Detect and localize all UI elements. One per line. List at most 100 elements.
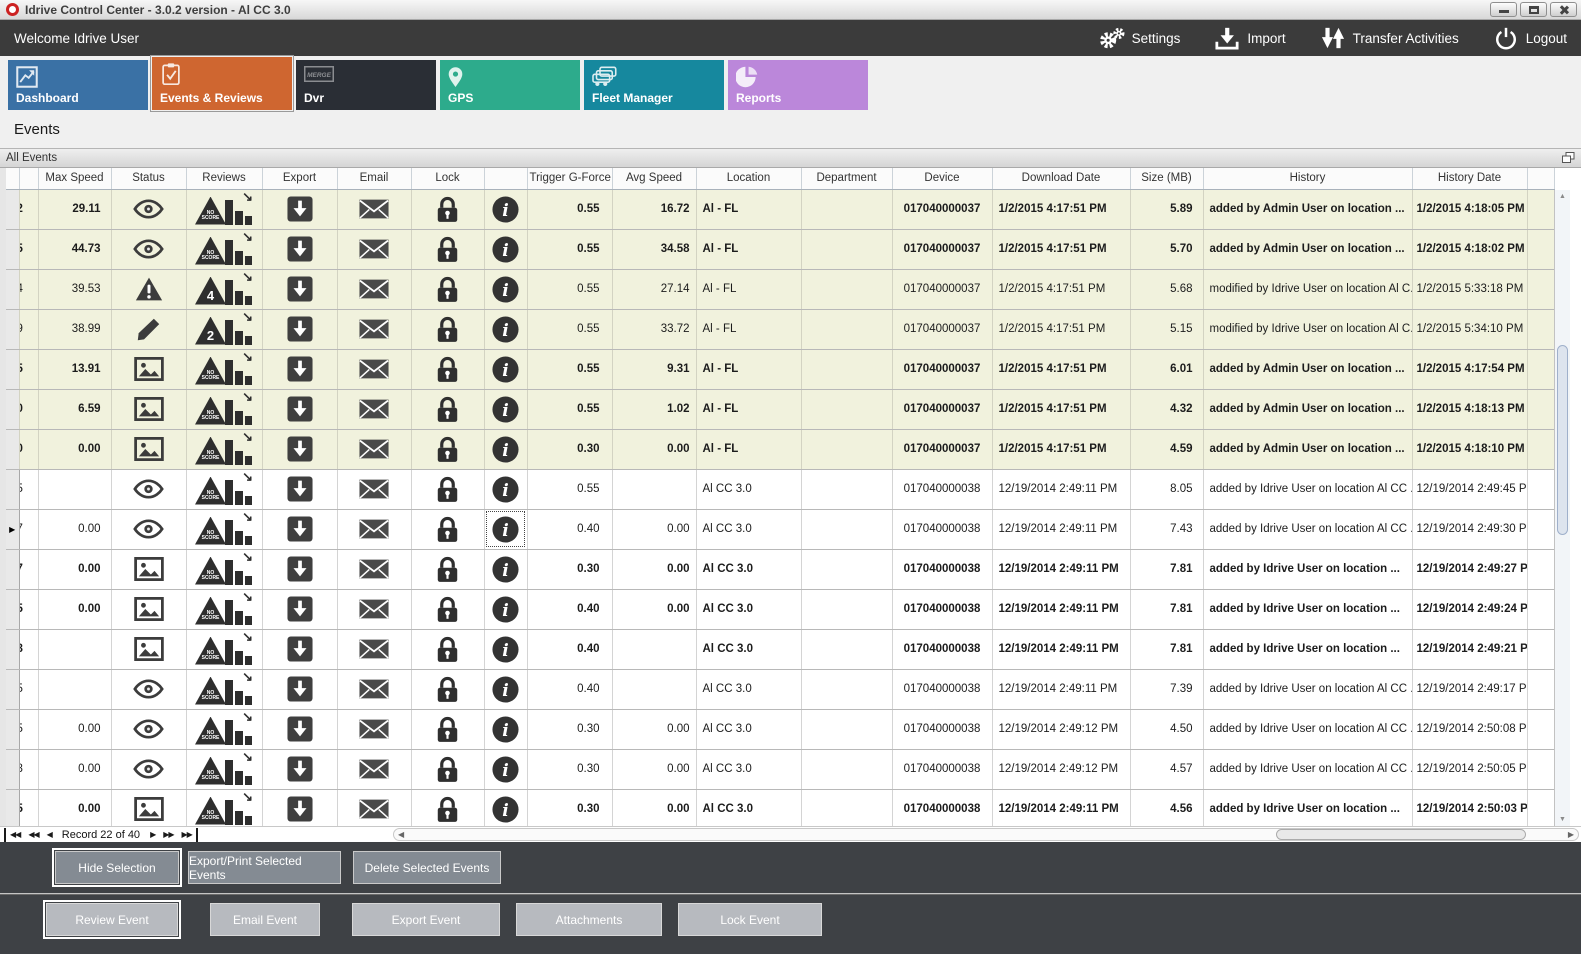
column-header-col-8[interactable] [484, 168, 528, 190]
export-cell[interactable] [262, 269, 338, 310]
history-cell[interactable]: added by Idrive User on location Al CC .… [1203, 669, 1413, 710]
download-date-cell[interactable]: 12/19/2014 2:49:11 PM [992, 509, 1131, 550]
location-cell[interactable]: Al - FL [696, 349, 802, 390]
info-cell[interactable] [484, 589, 528, 630]
column-header-history[interactable]: History [1203, 168, 1413, 190]
email-cell[interactable] [337, 349, 412, 390]
export-cell[interactable] [262, 349, 338, 390]
download-date-cell[interactable]: 1/2/2015 4:17:51 PM [992, 229, 1131, 270]
download-date-cell[interactable]: 1/2/2015 4:17:51 PM [992, 389, 1131, 430]
max-speed-cell[interactable] [38, 629, 112, 670]
event-id-cell[interactable]: 8 [19, 629, 39, 670]
history-cell[interactable]: added by Admin User on location ... [1203, 189, 1413, 230]
trigger-gforce-cell[interactable]: 0.30 [527, 789, 613, 826]
filler-cell[interactable] [1527, 429, 1555, 470]
history-date-cell[interactable]: 1/2/2015 5:34:10 PM [1412, 309, 1528, 350]
history-date-cell[interactable]: 1/2/2015 5:33:18 PM [1412, 269, 1528, 310]
download-date-cell[interactable]: 1/2/2015 4:17:51 PM [992, 309, 1131, 350]
event-id-cell[interactable]: 5 [19, 709, 39, 750]
column-header-col-0[interactable] [6, 168, 20, 190]
column-header-email[interactable]: Email [337, 168, 412, 190]
department-cell[interactable] [801, 349, 893, 390]
tab-gps[interactable]: GPS [440, 60, 580, 110]
minimize-button[interactable] [1490, 2, 1517, 17]
avg-speed-cell[interactable]: 0.00 [612, 549, 697, 590]
max-speed-cell[interactable]: 6.59 [38, 389, 112, 430]
next-page-button[interactable]: ▶▶ [163, 829, 174, 839]
trigger-gforce-cell[interactable]: 0.55 [527, 389, 613, 430]
email-cell[interactable] [337, 429, 412, 470]
filler-cell[interactable] [1527, 349, 1555, 390]
status-cell[interactable] [111, 349, 187, 390]
close-button[interactable] [1550, 2, 1577, 17]
location-cell[interactable]: Al CC 3.0 [696, 749, 802, 790]
location-cell[interactable]: Al CC 3.0 [696, 789, 802, 826]
history-date-cell[interactable]: 12/19/2014 2:49:30 PM [1412, 509, 1528, 550]
export-cell[interactable] [262, 429, 338, 470]
info-cell[interactable] [484, 629, 528, 670]
lock-event-button[interactable]: Lock Event [678, 903, 822, 936]
reviews-cell[interactable]: NO SCORE ↘ [186, 749, 263, 790]
department-cell[interactable] [801, 309, 893, 350]
trigger-gforce-cell[interactable]: 0.40 [527, 589, 613, 630]
event-id-cell[interactable]: 5 [19, 349, 39, 390]
row-header-cell[interactable]: ▶ [6, 509, 20, 550]
row-header-cell[interactable] [6, 469, 20, 510]
size-cell[interactable]: 7.43 [1130, 509, 1204, 550]
lock-cell[interactable] [411, 709, 485, 750]
export-cell[interactable] [262, 709, 338, 750]
email-cell[interactable] [337, 509, 412, 550]
max-speed-cell[interactable]: 38.99 [38, 309, 112, 350]
size-cell[interactable]: 4.32 [1130, 389, 1204, 430]
row-header-cell[interactable] [6, 189, 20, 230]
department-cell[interactable] [801, 789, 893, 826]
event-id-cell[interactable]: 5 [19, 589, 39, 630]
reviews-cell[interactable]: 4 ↘ [186, 269, 263, 310]
event-id-cell[interactable]: 5 [19, 469, 39, 510]
tab-dvr[interactable]: Dvr [296, 60, 436, 110]
max-speed-cell[interactable]: 0.00 [38, 509, 112, 550]
reviews-cell[interactable]: NO SCORE ↘ [186, 429, 263, 470]
row-header-cell[interactable] [6, 389, 20, 430]
size-cell[interactable]: 7.81 [1130, 629, 1204, 670]
size-cell[interactable]: 6.01 [1130, 349, 1204, 390]
device-cell[interactable]: 017040000038 [892, 589, 993, 630]
status-cell[interactable] [111, 789, 187, 826]
event-id-cell[interactable]: 5 [19, 229, 39, 270]
status-cell[interactable] [111, 429, 187, 470]
email-cell[interactable] [337, 269, 412, 310]
reviews-cell[interactable]: NO SCORE ↘ [186, 229, 263, 270]
filler-cell[interactable] [1527, 669, 1555, 710]
history-cell[interactable]: added by Idrive User on location ... [1203, 549, 1413, 590]
max-speed-cell[interactable]: 0.00 [38, 549, 112, 590]
column-header-download-date[interactable]: Download Date [992, 168, 1131, 190]
tab-fleet-manager[interactable]: Fleet Manager [584, 60, 724, 110]
max-speed-cell[interactable]: 44.73 [38, 229, 112, 270]
download-date-cell[interactable]: 12/19/2014 2:49:11 PM [992, 669, 1131, 710]
lock-cell[interactable] [411, 549, 485, 590]
reviews-cell[interactable]: NO SCORE ↘ [186, 389, 263, 430]
size-cell[interactable]: 8.05 [1130, 469, 1204, 510]
export-cell[interactable] [262, 189, 338, 230]
vertical-scrollbar-thumb[interactable] [1557, 345, 1568, 535]
info-cell[interactable] [484, 269, 528, 310]
size-cell[interactable]: 4.57 [1130, 749, 1204, 790]
location-cell[interactable]: Al CC 3.0 [696, 509, 802, 550]
attachments-button[interactable]: Attachments [516, 903, 662, 936]
status-cell[interactable] [111, 469, 187, 510]
avg-speed-cell[interactable]: 0.00 [612, 709, 697, 750]
size-cell[interactable]: 5.89 [1130, 189, 1204, 230]
location-cell[interactable]: Al - FL [696, 429, 802, 470]
logout-button[interactable]: Logout [1493, 26, 1567, 50]
history-cell[interactable]: added by Admin User on location ... [1203, 389, 1413, 430]
info-cell[interactable] [484, 749, 528, 790]
export-cell[interactable] [262, 789, 338, 826]
history-date-cell[interactable]: 12/19/2014 2:49:17 PM [1412, 669, 1528, 710]
email-cell[interactable] [337, 549, 412, 590]
location-cell[interactable]: Al - FL [696, 189, 802, 230]
